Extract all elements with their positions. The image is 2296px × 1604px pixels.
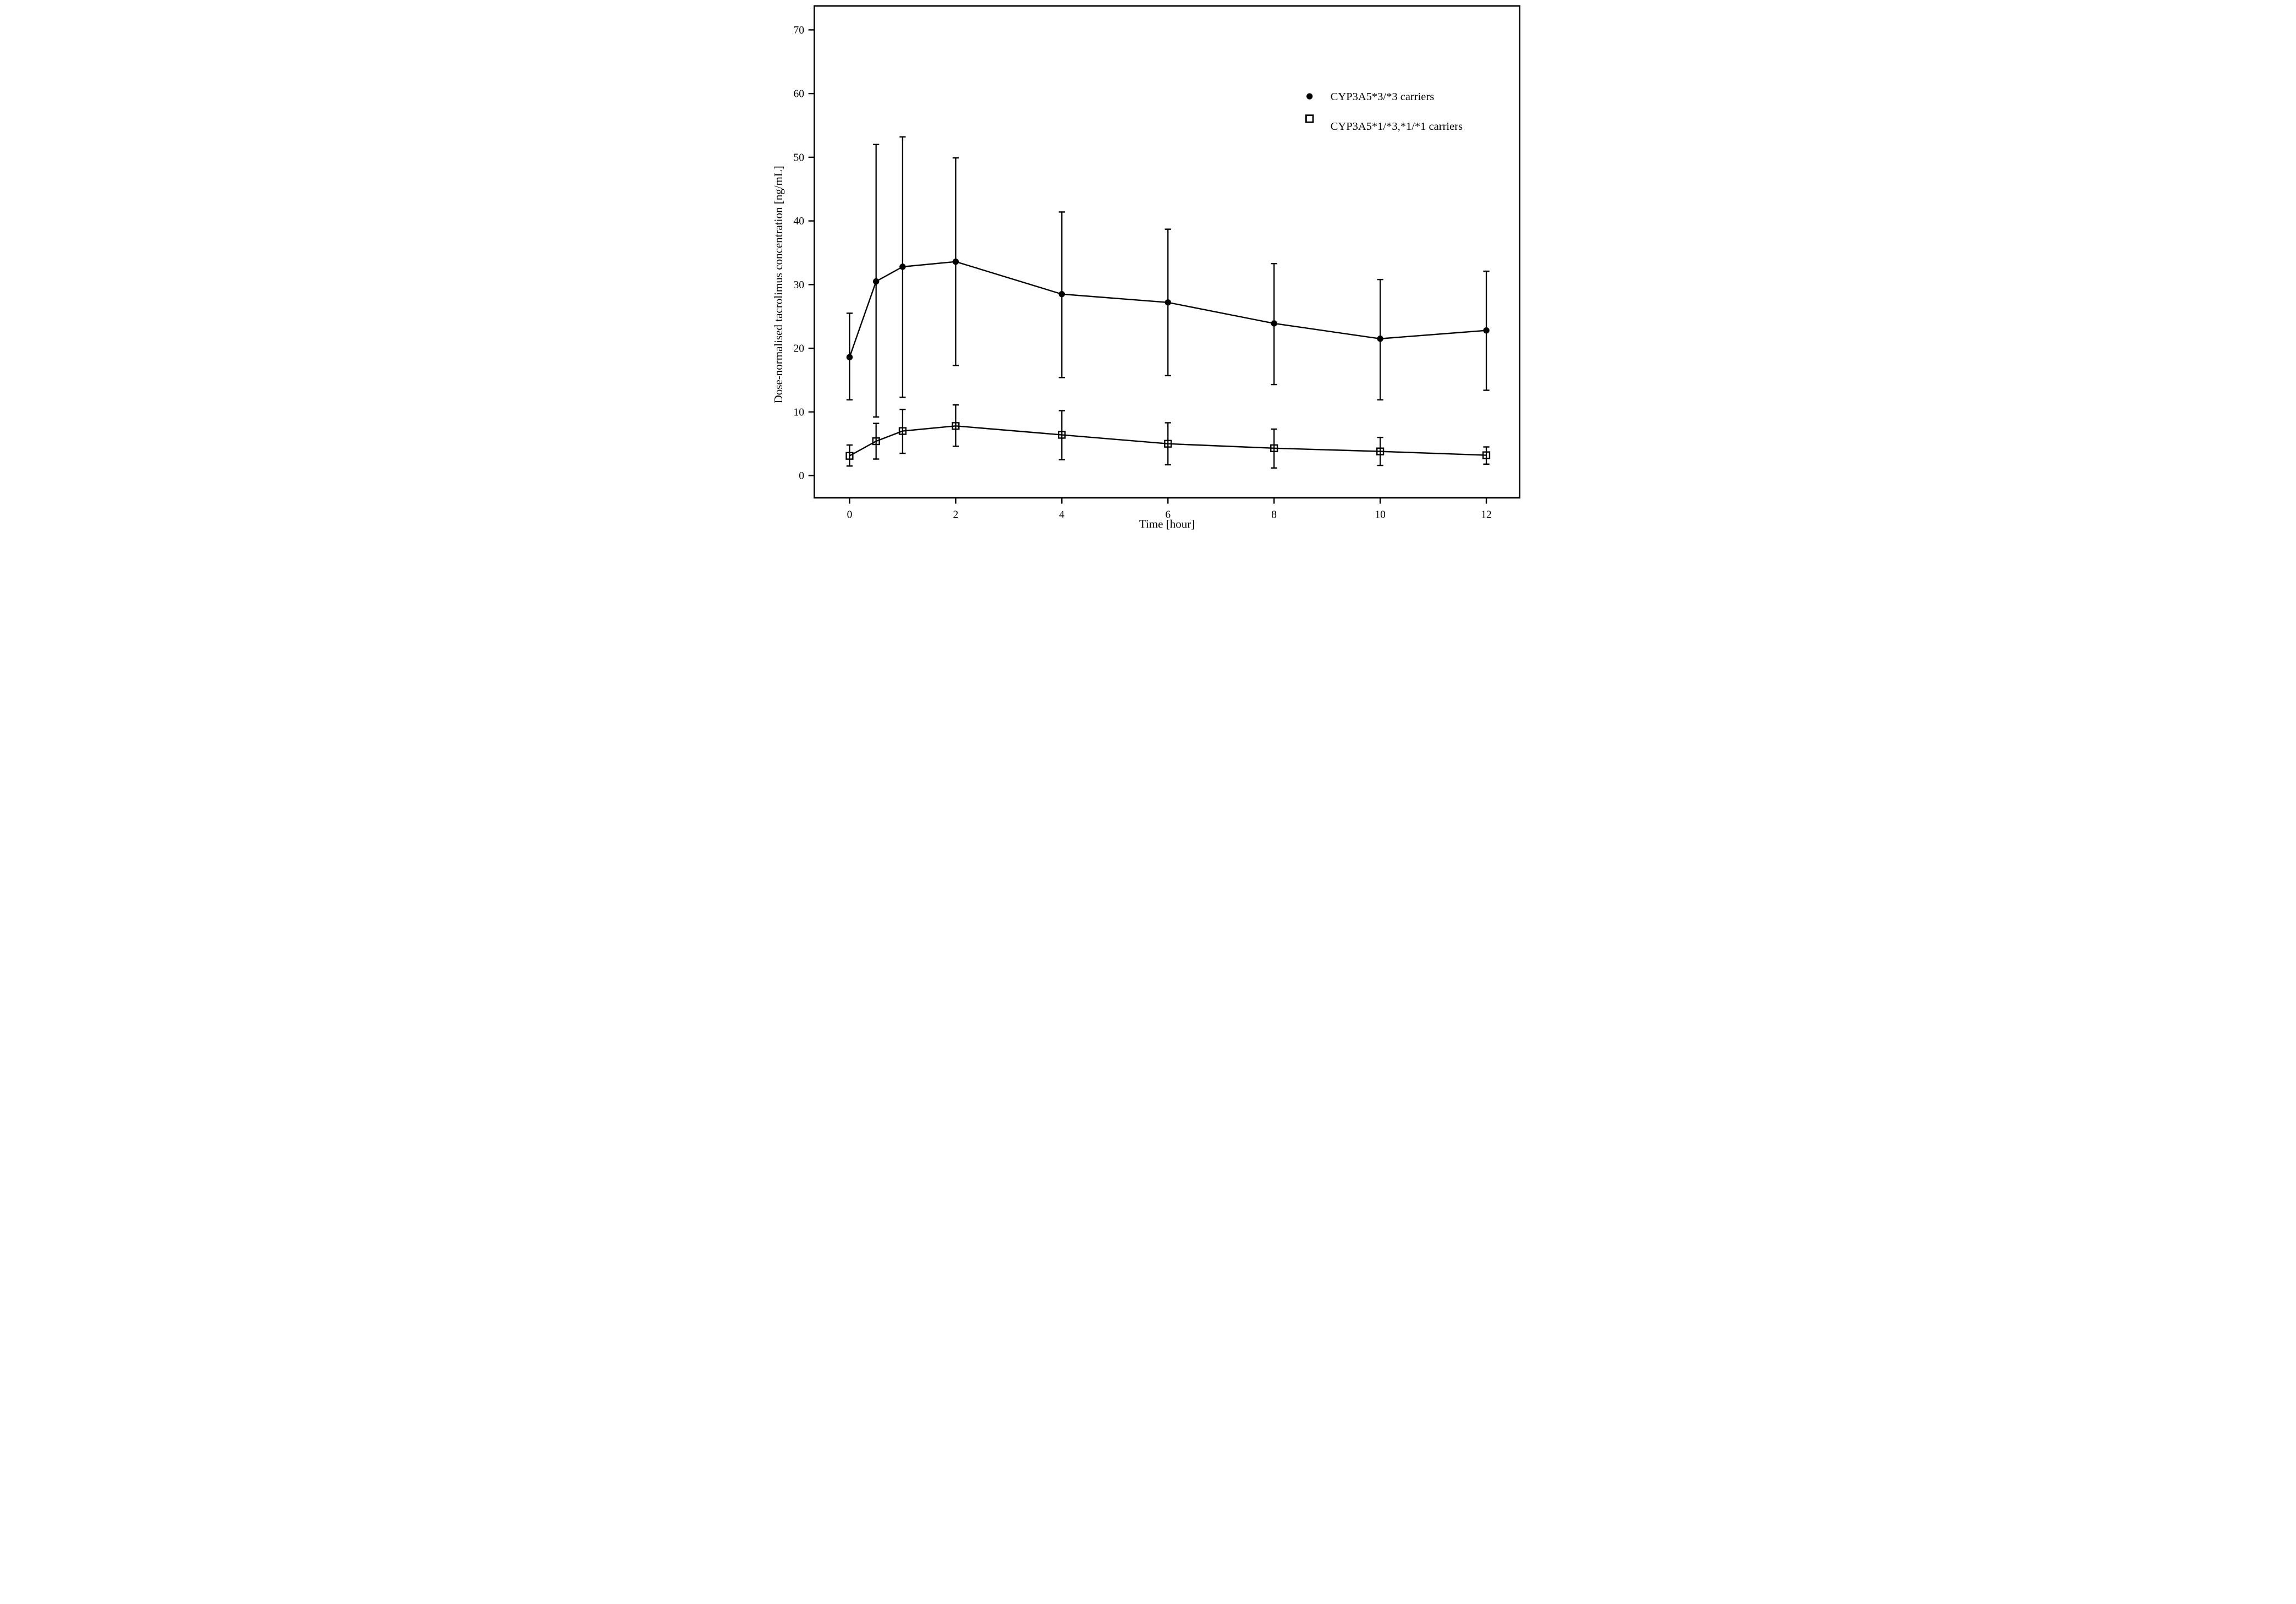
x-tick-label: 2	[953, 509, 959, 521]
data-point-open-square	[1270, 444, 1278, 452]
plot-border	[814, 5, 1520, 499]
x-tick-label: 10	[1375, 509, 1386, 521]
data-point-filled-circle	[899, 263, 906, 270]
x-tick-label: 8	[1271, 509, 1277, 521]
legend-marker-filled-circle	[1306, 93, 1313, 100]
data-point-open-square	[872, 437, 880, 446]
pk-concentration-chart: 0 10 20 30 40 50 60 70 0 2 4 6 8 10 12 Time [hour] Dos…	[765, 0, 1531, 535]
data-point-open-square	[1376, 447, 1385, 455]
data-point-filled-circle	[1058, 291, 1065, 298]
x-tick-label: 4	[1059, 509, 1064, 521]
series-line-2	[849, 425, 1487, 457]
plot-area: 0 10 20 30 40 50 60 70 0 2 4 6 8 10 12	[794, 25, 1492, 521]
y-tick-label: 50	[794, 152, 805, 163]
y-tick-label: 20	[794, 343, 805, 355]
legend-label-2: CYP3A5*1/*3,*1/*1 carriers	[1331, 120, 1463, 133]
data-point-filled-circle	[1165, 299, 1171, 306]
y-tick-label: 10	[794, 407, 805, 418]
data-point-open-square	[1164, 440, 1172, 448]
figure-container: 0 10 20 30 40 50 60 70 0 2 4 6 8 10 12 Time [hour] Dos…	[765, 0, 1531, 535]
data-point-open-square	[952, 422, 960, 430]
y-tick-label: 0	[799, 470, 804, 482]
data-point-filled-circle	[1377, 336, 1383, 342]
legend-marker-open-square	[1305, 114, 1314, 123]
x-axis-title: Time [hour]	[1139, 518, 1195, 531]
data-point-open-square	[1482, 451, 1491, 459]
data-point-open-square	[1058, 431, 1066, 439]
legend-label-1: CYP3A5*3/*3 carriers	[1331, 91, 1434, 103]
y-axis-title: Dose-normalised tacrolimus concentration…	[772, 166, 785, 403]
data-point-filled-circle	[952, 258, 959, 265]
x-tick-label: 6	[1165, 509, 1171, 521]
data-point-filled-circle	[846, 354, 853, 361]
data-point-filled-circle	[1271, 320, 1277, 327]
y-tick-label: 30	[794, 279, 805, 291]
data-point-open-square	[898, 427, 907, 435]
data-point-filled-circle	[872, 278, 880, 285]
legend: CYP3A5*3/*3 carriers CYP3A5*1/*3,*1/*1 c…	[1305, 91, 1463, 133]
y-tick-label: 40	[794, 216, 805, 227]
x-tick-label: 12	[1481, 509, 1492, 521]
data-point-open-square	[845, 452, 854, 460]
x-tick-label: 0	[847, 509, 853, 521]
y-tick-label: 60	[794, 89, 805, 100]
y-tick-label: 70	[794, 25, 805, 36]
data-point-filled-circle	[1483, 327, 1490, 334]
